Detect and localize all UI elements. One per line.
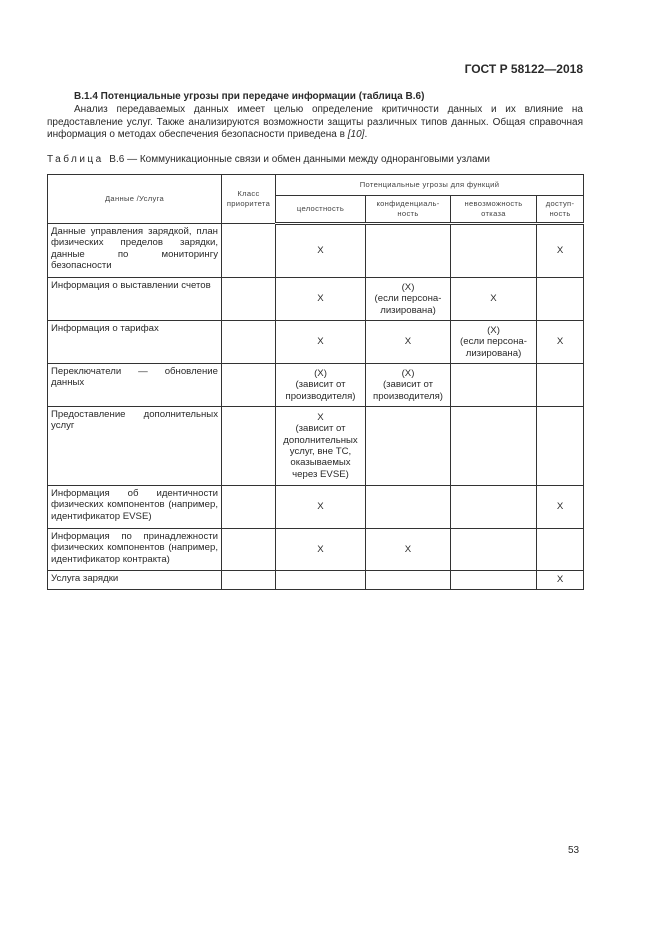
row-priority [221, 320, 276, 364]
table-row: Информация об идентичности физических ко… [47, 485, 585, 529]
row-name: Информация о тарифах [47, 320, 222, 364]
page-number: 53 [568, 845, 580, 856]
cell-confidentiality [365, 570, 451, 590]
cell-integrity: X [275, 485, 366, 529]
cell-integrity: X [275, 223, 366, 278]
cell-availability [535, 363, 585, 407]
cell-non-repudiation: X [450, 277, 537, 321]
row-name: Данные управления зарядкой, план физичес… [47, 223, 222, 278]
cell-integrity: X (зависит от дополнительных услуг, вне … [275, 406, 366, 486]
cell-non-repudiation [450, 363, 537, 407]
header-data: Данные /Услуга [47, 174, 222, 224]
row-name: Предоставление дополнительных услуг [47, 406, 222, 486]
header-confidentiality: конфиденциаль- ность [365, 195, 451, 225]
cell-confidentiality: (X) (если персона- лизирована) [365, 277, 451, 321]
table-caption: Таблица В.6 — Коммуникационные связи и о… [47, 154, 490, 165]
header-availability: доступ- ность [535, 195, 585, 225]
row-priority [221, 406, 276, 486]
cell-non-repudiation [450, 406, 537, 486]
row-name: Информация об идентичности физических ко… [47, 485, 222, 529]
row-priority [221, 363, 276, 407]
cell-integrity: X [275, 528, 366, 571]
row-priority [221, 528, 276, 571]
cell-non-repudiation [450, 528, 537, 571]
cell-availability: X [535, 570, 585, 590]
threats-table: Данные /Услуга Класс приоритета Потенциа… [47, 174, 585, 590]
row-name: Переключатели — обновление данных [47, 363, 222, 407]
cell-availability [535, 406, 585, 486]
cell-non-repudiation: (X) (если персона- лизирована) [450, 320, 537, 364]
section-paragraph: Анализ передаваемых данных имеет целью о… [47, 104, 583, 142]
table-row: Услуга зарядки X [47, 570, 585, 590]
cell-confidentiality: X [365, 320, 451, 364]
row-priority [221, 570, 276, 590]
caption-text: В.6 — Коммуникационные связи и обмен дан… [103, 154, 490, 165]
paragraph-end: . [364, 129, 368, 140]
header-threats: Потенциальные угрозы для функций [274, 174, 585, 196]
table-row: Данные управления зарядкой, план физичес… [47, 223, 585, 278]
cell-confidentiality [365, 223, 451, 278]
cell-integrity: (X) (зависит от производителя) [275, 363, 366, 407]
cell-non-repudiation [450, 223, 537, 278]
cell-availability [535, 277, 585, 321]
row-priority [221, 485, 276, 529]
cell-integrity: X [275, 320, 366, 364]
cell-non-repudiation [450, 485, 537, 529]
cell-availability: X [535, 320, 585, 364]
reference-link: [10] [347, 129, 365, 140]
cell-integrity: X [275, 277, 366, 321]
cell-confidentiality [365, 485, 451, 529]
table-row: Предоставление дополнительных услуг X (за… [47, 406, 585, 486]
table-row: Переключатели — обновление данных (X) (за… [47, 363, 585, 407]
cell-confidentiality: X [365, 528, 451, 571]
table-row: Информация о тарифах X X (X) (если персона-… [47, 320, 585, 364]
row-priority [221, 277, 276, 321]
cell-integrity [275, 570, 366, 590]
row-priority [221, 223, 276, 278]
cell-availability [535, 528, 585, 571]
table-row: Информация о выставлении счетов X (X) (есл… [47, 277, 585, 321]
cell-non-repudiation [450, 570, 537, 590]
table-row: Информация по принадлежности физических … [47, 528, 585, 571]
cell-availability: X [535, 485, 585, 529]
header-non-repudiation: невозможность отказа [450, 195, 537, 225]
header-priority: Класс приоритета [221, 174, 276, 224]
row-name: Информация о выставлении счетов [47, 277, 222, 321]
cell-confidentiality [365, 406, 451, 486]
paragraph-text: Анализ передаваемых данных имеет целью о… [47, 104, 583, 140]
header-integrity: целостность [275, 195, 366, 225]
document-id: ГОСТ Р 58122—2018 [464, 62, 583, 76]
row-name: Услуга зарядки [47, 570, 222, 590]
row-name: Информация по принадлежности физических … [47, 528, 222, 571]
caption-label: Таблица [47, 154, 104, 165]
section-title: В.1.4 Потенциальные угрозы при передаче … [74, 91, 425, 102]
cell-availability: X [535, 223, 585, 278]
cell-confidentiality: (X) (зависит от производителя) [365, 363, 451, 407]
